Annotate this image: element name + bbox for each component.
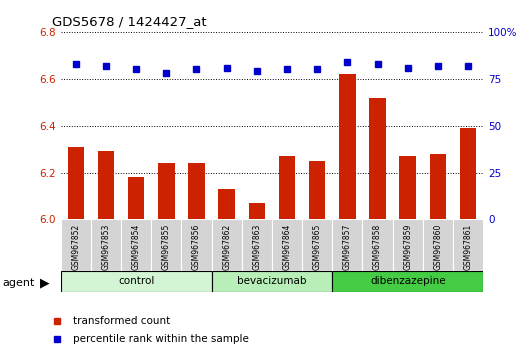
Text: GSM967856: GSM967856 [192,224,201,270]
Bar [332,219,362,271]
Text: GDS5678 / 1424427_at: GDS5678 / 1424427_at [52,15,207,28]
Text: transformed count: transformed count [73,315,170,326]
Text: GSM967864: GSM967864 [282,224,291,270]
Text: GSM967862: GSM967862 [222,224,231,270]
Bar [309,161,325,219]
Text: percentile rank within the sample: percentile rank within the sample [73,334,249,344]
Bar [68,147,84,219]
Text: GSM967852: GSM967852 [71,224,80,270]
Bar [339,74,356,219]
Bar [430,154,446,219]
Bar [249,203,265,219]
Bar [362,219,393,271]
Bar [188,163,205,219]
Bar [212,271,332,292]
Text: control: control [118,276,154,286]
Bar [369,98,386,219]
Text: dibenzazepine: dibenzazepine [370,276,446,286]
Text: GSM967863: GSM967863 [252,224,261,270]
Bar [393,219,423,271]
Bar [272,219,302,271]
Text: GSM967859: GSM967859 [403,224,412,270]
Bar [302,219,332,271]
Bar [151,219,182,271]
Bar [423,219,453,271]
Bar [453,219,483,271]
Bar [128,177,145,219]
Bar [212,219,242,271]
Text: GSM967860: GSM967860 [433,224,442,270]
Bar [121,219,151,271]
Text: GSM967853: GSM967853 [101,224,110,270]
Text: GSM967854: GSM967854 [131,224,140,270]
Text: GSM967865: GSM967865 [313,224,322,270]
Bar [182,219,212,271]
Bar [158,163,175,219]
Bar [242,219,272,271]
Text: GSM967861: GSM967861 [464,224,473,270]
Text: GSM967857: GSM967857 [343,224,352,270]
Bar [98,152,114,219]
Text: ▶: ▶ [40,277,49,290]
Text: bevacizumab: bevacizumab [237,276,307,286]
Bar [91,219,121,271]
Bar [61,271,212,292]
Bar [219,189,235,219]
Bar [279,156,295,219]
Bar [399,156,416,219]
Bar [332,271,483,292]
Text: GSM967855: GSM967855 [162,224,171,270]
Text: agent: agent [3,278,35,288]
Bar [460,128,476,219]
Text: GSM967858: GSM967858 [373,224,382,270]
Bar [61,219,91,271]
